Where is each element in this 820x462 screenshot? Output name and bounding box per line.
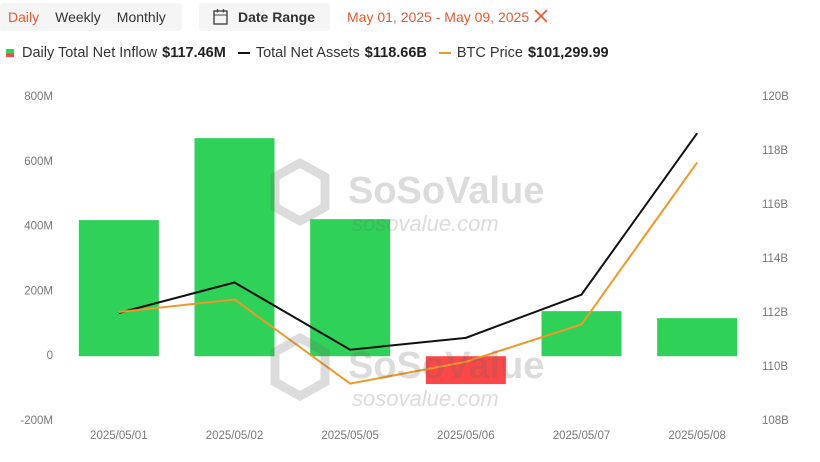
x-tick-label: 2025/05/01 — [90, 430, 148, 442]
watermark-logo — [270, 157, 330, 227]
legend-label: Total Net Assets — [255, 45, 360, 61]
date-range-button[interactable]: Date Range — [199, 3, 330, 31]
legend-value: $117.46M — [162, 45, 226, 61]
y2-tick-label: 112B — [762, 307, 788, 319]
y2-tick-label: 116B — [762, 199, 788, 211]
legend-label: Daily Total Net Inflow — [22, 45, 158, 61]
watermark-url: sosovalue.com — [352, 386, 499, 411]
bar — [194, 138, 275, 357]
y-tick-label: 200M — [24, 285, 53, 297]
legend-swatch — [237, 52, 250, 54]
y2-tick-label: 120B — [762, 91, 789, 103]
tab[interactable]: Monthly — [116, 9, 166, 25]
y2-tick-label: 108B — [762, 415, 789, 427]
legend-value: $101,299.99 — [527, 45, 609, 61]
line — [118, 161, 698, 385]
y2-tick-label: 110B — [762, 361, 788, 373]
x-tick-label: 2025/05/08 — [668, 430, 726, 442]
bar — [78, 220, 159, 357]
bar — [541, 311, 622, 357]
x-tick-label: 2025/05/02 — [206, 430, 264, 442]
date-range: May 01, 2025 - May 09, 2025 — [347, 9, 530, 25]
watermark-url: sosovalue.com — [352, 211, 499, 236]
legend-label: BTC Price — [456, 45, 523, 61]
watermark-brand: SoSoValue — [348, 170, 544, 212]
tab[interactable]: Weekly — [55, 9, 101, 25]
tab[interactable]: Daily — [8, 9, 40, 25]
y-tick-label: 400M — [24, 221, 53, 233]
interval-tabs: Daily Weekly Monthly — [0, 3, 182, 31]
date-range-label: Date Range — [238, 9, 316, 25]
x-tick-label: 2025/05/06 — [437, 430, 495, 442]
line — [118, 132, 698, 351]
bar — [310, 219, 391, 357]
watermark-logo — [270, 332, 330, 402]
clear-button[interactable] — [534, 9, 548, 23]
calendar-icon — [213, 9, 228, 25]
bar — [657, 318, 738, 357]
y-tick-label: 600M — [24, 156, 53, 168]
y-tick-label: 0 — [47, 350, 53, 362]
bar — [425, 356, 506, 385]
legend: Daily Total Net Inflow $117.46M Total Net … — [6, 45, 621, 61]
y-tick-label: 800M — [24, 91, 53, 103]
legend-value: $118.66B — [364, 45, 427, 61]
watermark-brand: SoSoValue — [348, 345, 544, 387]
legend-swatch — [6, 49, 14, 57]
x-tick-label: 2025/05/05 — [321, 430, 379, 442]
y-tick-label: -200M — [20, 415, 53, 427]
legend-swatch — [438, 52, 451, 54]
y2-tick-label: 118B — [762, 145, 788, 157]
x-tick-label: 2025/05/07 — [553, 430, 611, 442]
y2-tick-label: 114B — [762, 253, 788, 265]
